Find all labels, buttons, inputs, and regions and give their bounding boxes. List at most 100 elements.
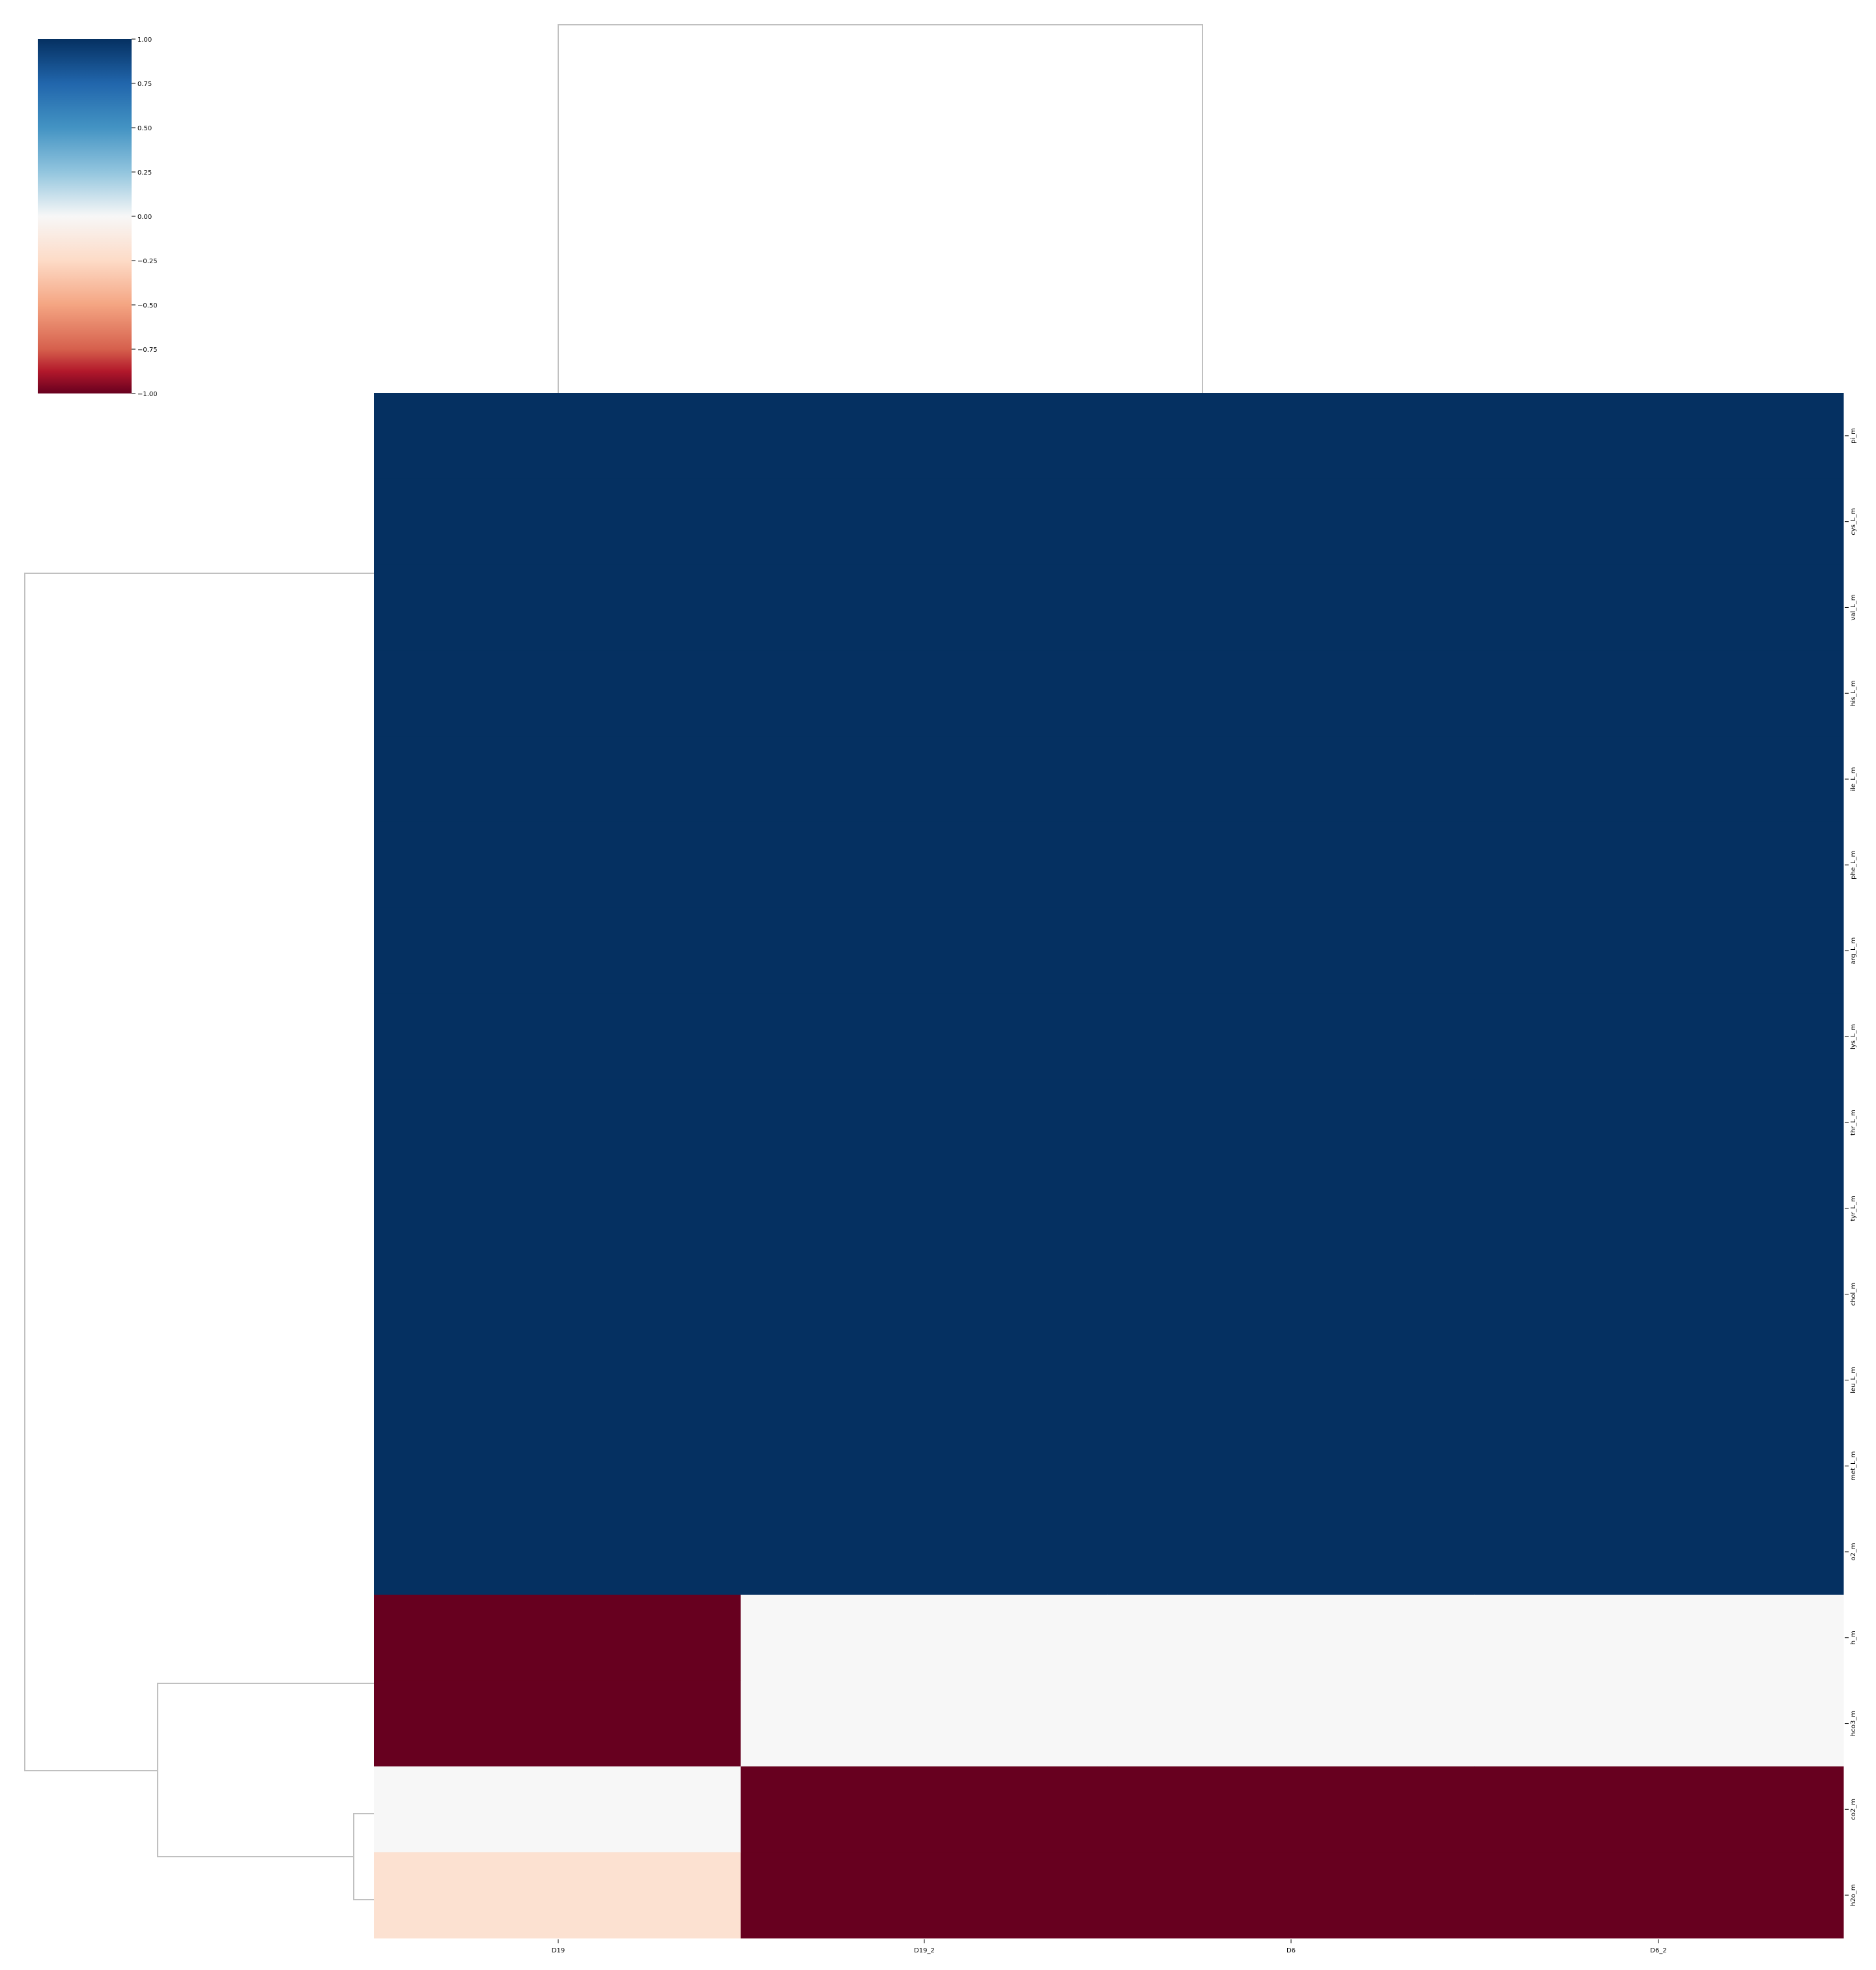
heatmap-cells (374, 393, 1844, 1939)
column-label: D6_2 (1650, 1947, 1666, 1954)
heatmap-cell (741, 1766, 1108, 1853)
row-label: co2_m (1850, 1799, 1857, 1820)
heatmap-cell (1474, 1594, 1844, 1681)
heatmap-cell (741, 393, 1108, 479)
heatmap-cell (1107, 1165, 1475, 1252)
heatmap-cell (1107, 1251, 1475, 1338)
heatmap-cell (1107, 821, 1475, 909)
heatmap-cell (741, 1337, 1108, 1423)
heatmap-cell (374, 907, 741, 994)
heatmap-cell (1107, 393, 1475, 479)
colorbar-gradient (38, 39, 132, 393)
column-dendrogram-link (558, 24, 1203, 393)
row-label: ile_L_m (1850, 767, 1857, 791)
heatmap-cell (741, 1852, 1108, 1939)
row-labels: pi_m cys_L_m val_L_m his_L_m ile_L_m phe_L_ma… (1845, 428, 1857, 1906)
heatmap-cell (741, 1165, 1108, 1252)
row-label: o2_m (1850, 1543, 1857, 1560)
row-label: chol_m (1850, 1283, 1857, 1306)
heatmap-cell (374, 1337, 741, 1423)
heatmap-cell (374, 1852, 741, 1939)
row-label: met_L_m (1850, 1451, 1857, 1481)
column-label: D6 (1286, 1947, 1296, 1954)
row-label: hco3_m (1850, 1711, 1857, 1736)
heatmap-cell (1107, 1079, 1475, 1166)
colorbar-tick-label: 0.00 (137, 214, 152, 221)
column-labels: D19 D19_2 D6 D6_2 (552, 1939, 1667, 1954)
row-label: tyr_L_m (1850, 1195, 1857, 1221)
heatmap-cell (374, 478, 741, 565)
heatmap-cell (1474, 393, 1844, 479)
row-label: his_L_m (1850, 680, 1857, 706)
heatmap-cell (1474, 1852, 1844, 1939)
heatmap-cell (1474, 564, 1844, 651)
row-dendrogram-link (353, 1813, 374, 1900)
heatmap-cell (374, 564, 741, 651)
colorbar: 1.00 0.75 0.50 0.25 0.00 −0.25 −0.50 −0.75 −1.00 (38, 36, 158, 398)
heatmap-cell (1107, 1423, 1475, 1509)
colorbar-tick-label: −0.25 (137, 258, 158, 265)
colorbar-tick-label: −0.50 (137, 302, 158, 309)
column-label: D19_2 (914, 1947, 935, 1954)
heatmap-cell (1474, 736, 1844, 823)
heatmap-cell (741, 907, 1108, 994)
row-label: arg_L_m (1850, 937, 1857, 965)
colorbar-tick-label: 0.50 (137, 125, 152, 132)
heatmap-cell (1107, 993, 1475, 1080)
colorbar-tick-label: 1.00 (137, 36, 152, 44)
heatmap-cell (1107, 1852, 1475, 1939)
heatmap-cell (1474, 1337, 1844, 1423)
heatmap-cell (741, 478, 1108, 565)
heatmap-cell (374, 1509, 741, 1595)
colorbar-tick-label: 0.75 (137, 81, 152, 88)
row-dendrogram-link (157, 1683, 374, 1857)
heatmap-cell (1107, 736, 1475, 823)
heatmap-cell (374, 993, 741, 1080)
heatmap-cell (1474, 1251, 1844, 1338)
colorbar-tick-label: 0.25 (137, 169, 152, 177)
heatmap-cell (1474, 1079, 1844, 1166)
heatmap-cell (1474, 821, 1844, 909)
heatmap-cell (741, 1594, 1108, 1681)
heatmap-cell (374, 1766, 741, 1853)
column-label: D19 (552, 1947, 565, 1954)
colorbar-tick-label: −1.00 (137, 391, 158, 398)
heatmap-cell (741, 564, 1108, 651)
heatmap-cell (741, 1680, 1108, 1767)
heatmap-cell (1107, 907, 1475, 994)
row-label: lys_L_m (1850, 1024, 1857, 1049)
heatmap-cell (741, 821, 1108, 909)
heatmap-cell (1107, 1509, 1475, 1595)
row-label: thr_L_m (1850, 1109, 1857, 1135)
heatmap-cell (374, 650, 741, 737)
heatmap-cell (374, 736, 741, 823)
heatmap-cell (374, 1423, 741, 1509)
row-label: leu_L_m (1850, 1367, 1857, 1393)
heatmap-cell (741, 650, 1108, 737)
heatmap-cell (1474, 1165, 1844, 1252)
heatmap-cell (374, 1251, 741, 1338)
heatmap-cell (1107, 564, 1475, 651)
heatmap-cell (1474, 1680, 1844, 1767)
row-dendrogram-link (24, 573, 374, 1771)
heatmap-cell (1107, 1337, 1475, 1423)
heatmap-cell (374, 1165, 741, 1252)
column-dendrogram (558, 24, 1203, 393)
heatmap-cell (374, 821, 741, 909)
heatmap-cell (1474, 993, 1844, 1080)
colorbar-tick-label: −0.75 (137, 347, 158, 354)
row-label: cys_L_m (1850, 508, 1857, 535)
row-label: val_L_m (1850, 594, 1857, 620)
row-label: h_m (1850, 1631, 1857, 1644)
heatmap-cell (374, 1079, 741, 1166)
heatmap-cell (1107, 1680, 1475, 1767)
heatmap-cell (741, 1509, 1108, 1595)
heatmap-cell (741, 1079, 1108, 1166)
heatmap-cell (374, 1594, 741, 1681)
row-label: phe_L_m (1850, 851, 1857, 879)
heatmap-cell (1107, 650, 1475, 737)
row-dendrogram (24, 573, 374, 1900)
row-label: pi_m (1850, 428, 1857, 444)
heatmap-cell (1474, 478, 1844, 565)
